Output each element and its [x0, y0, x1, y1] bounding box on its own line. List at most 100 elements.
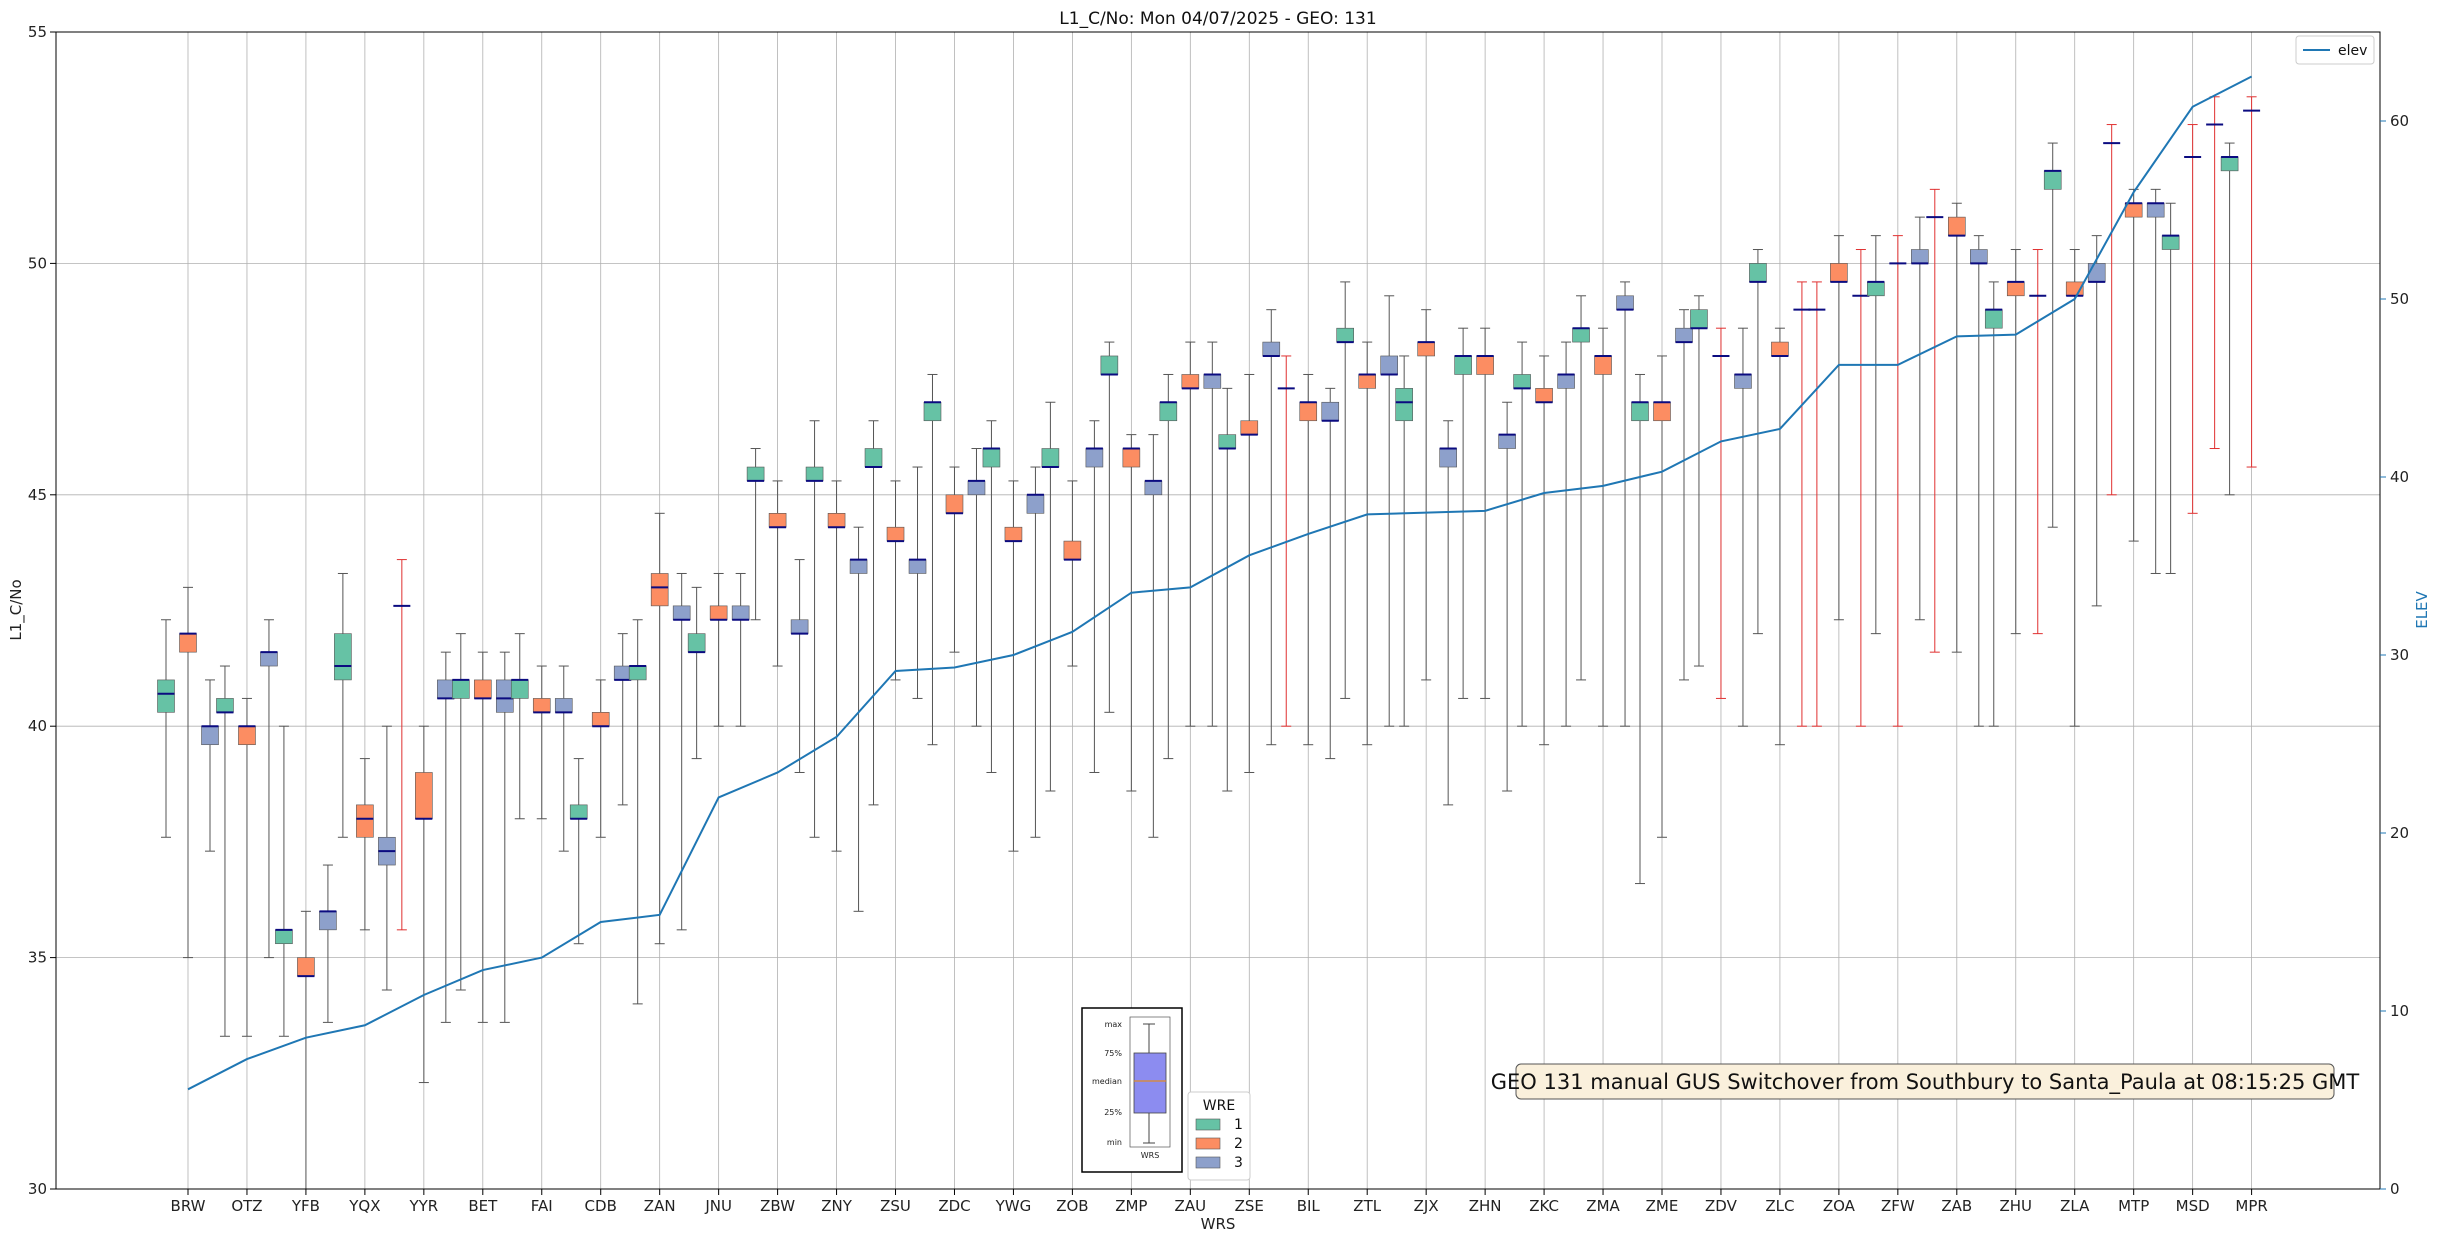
box-zbw-wre1 [746, 448, 765, 621]
box-iqr [2043, 170, 2062, 190]
box-key-label-max: max [1105, 1020, 1123, 1029]
box-zhn-wre3 [1498, 401, 1516, 792]
x-tick-label-brw: BRW [171, 1197, 206, 1215]
box-ztl-wre1 [1336, 281, 1354, 699]
x-tick-label-zdc: ZDC [938, 1197, 970, 1215]
x-tick-label-zbw: ZBW [760, 1197, 795, 1215]
box-zdv-wre3 [1734, 327, 1752, 727]
elev-legend-frame [2295, 35, 2375, 65]
box-iqr [1203, 374, 1222, 389]
box-iqr [238, 725, 256, 746]
box-yyr-wre2 [415, 725, 433, 1084]
box-iqr [356, 804, 374, 838]
wre-legend-label-3: 3 [1234, 1155, 1243, 1171]
box-bet-wre1 [451, 633, 470, 991]
box-iqr [1911, 249, 1929, 264]
x-tick-label-yqx: YQX [348, 1197, 380, 1215]
box-zoa-wre1 [1808, 281, 1826, 727]
box-zhn-wre2 [1476, 327, 1494, 699]
box-iqr [1970, 249, 1988, 264]
y2-tick-label: 60 [2390, 112, 2409, 130]
annotation-box: GEO 131 manual GUS Switchover from South… [1491, 1063, 2359, 1100]
x-tick-label-zny: ZNY [821, 1197, 852, 1215]
box-iqr [1749, 263, 1767, 283]
box-iqr [805, 466, 824, 482]
box-ywg-wre1 [982, 420, 1001, 773]
box-iqr [1004, 526, 1023, 542]
box-zfw-wre2 [1889, 235, 1907, 727]
box-iqr [201, 725, 219, 746]
x-tick-label-mpr: MPR [2235, 1197, 2267, 1215]
box-zbw-wre3 [790, 559, 809, 773]
box-yyr-wre1 [393, 559, 411, 931]
box-key-inset: max 75% median 25% min WRS [1081, 1007, 1183, 1173]
box-key-inner-frame [1129, 1016, 1171, 1148]
box-brw-wre2 [179, 586, 197, 959]
axis-layer: BRW OTZ YFB YQX YYR BET FAI CDB ZAN JNU ZBW ZNY ZSU Z… [28, 23, 2409, 1215]
y2-tick-label: 20 [2390, 824, 2409, 842]
x-tick-label-zhn: ZHN [1469, 1197, 1502, 1215]
box-iqr [495, 679, 514, 713]
box-iqr [1395, 388, 1413, 422]
box-iqr [1439, 448, 1457, 468]
box-zlc-wre1 [1749, 249, 1767, 635]
box-zob-wre3 [1085, 420, 1104, 773]
box-iqr [1631, 401, 1649, 422]
box-otz-wre2 [238, 697, 256, 1037]
box-zkc-wre2 [1535, 355, 1553, 746]
x-tick-label-fai: FAI [531, 1197, 553, 1215]
box-zan-wre1 [628, 619, 647, 1005]
box-bil-wre3 [1321, 387, 1340, 760]
box-zlc-wre2 [1771, 327, 1789, 746]
box-brw-wre1 [157, 619, 175, 838]
box-iqr [768, 513, 787, 528]
box-zse-wre2 [1240, 373, 1259, 773]
box-zhu-wre3 [2029, 249, 2047, 635]
x-tick-label-zla: ZLA [2060, 1197, 2090, 1215]
box-yqx-wre3 [378, 725, 396, 991]
box-iqr [1572, 327, 1590, 343]
box-zny-wre2 [827, 480, 846, 852]
box-otz-wre1 [216, 665, 234, 1037]
y2-tick-label: 0 [2390, 1180, 2400, 1198]
box-iqr [1771, 341, 1789, 357]
box-iqr [613, 665, 632, 681]
box-zme-wre2 [1653, 355, 1671, 838]
box-zdv-wre1 [1690, 295, 1708, 667]
wre-legend-swatch-2 [1195, 1137, 1221, 1150]
x-tick-label-mtp: MTP [2118, 1197, 2149, 1215]
box-iqr [1026, 494, 1045, 514]
box-iqr [2006, 281, 2025, 297]
box-iqr [510, 679, 529, 699]
box-cdb-wre3 [613, 633, 632, 806]
y-tick-label: 45 [28, 486, 47, 504]
box-zsu-wre1 [864, 420, 883, 806]
box-zdc-wre1 [923, 373, 942, 746]
box-iqr [415, 772, 433, 820]
x-tick-label-ztl: ZTL [1353, 1197, 1381, 1215]
box-zdv-wre2 [1712, 327, 1730, 699]
x-tick-label-zob: ZOB [1056, 1197, 1088, 1215]
box-iqr [864, 448, 883, 468]
box-zsu-wre3 [908, 466, 927, 699]
box-mpr-wre1 [2220, 142, 2239, 496]
x-tick-label-zab: ZAB [1941, 1197, 1972, 1215]
box-key-xlabel: WRS [1141, 1151, 1160, 1160]
x-tick-label-bet: BET [468, 1197, 498, 1215]
x-tick-label-zme: ZME [1646, 1197, 1679, 1215]
box-iqr [1100, 355, 1119, 375]
elev-legend-label: elev [2338, 43, 2367, 59]
box-iqr [275, 929, 293, 945]
box-zoa-wre2 [1830, 235, 1848, 621]
box-zmp-wre2 [1122, 434, 1141, 792]
box-iqr [179, 633, 197, 653]
x-tick-label-zjx: ZJX [1414, 1197, 1439, 1215]
box-key-label-q1: 25% [1104, 1108, 1122, 1117]
box-iqr [1734, 374, 1752, 389]
box-key-box [1133, 1052, 1167, 1114]
box-yfb-wre3 [319, 864, 337, 1023]
box-iqr [1594, 355, 1612, 375]
box-iqr [1948, 216, 1966, 236]
